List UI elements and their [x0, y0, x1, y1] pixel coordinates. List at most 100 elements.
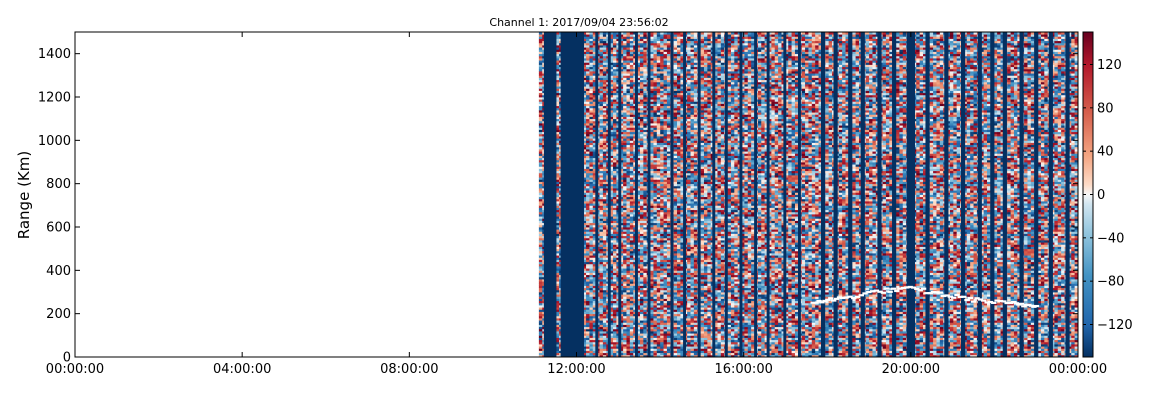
heatmap-cell: [599, 168, 604, 172]
heatmap-cell: [589, 42, 594, 46]
heatmap-cell: [602, 270, 607, 273]
heatmap-cell: [613, 235, 617, 239]
heatmap-cell: [599, 162, 604, 165]
heatmap-cell: [623, 133, 627, 137]
heatmap-cell: [589, 227, 594, 230]
heatmap-cell: [616, 114, 621, 117]
heatmap-cell: [623, 287, 627, 291]
heatmap-cell: [582, 283, 587, 286]
heatmap-cell: [555, 272, 560, 276]
heatmap-cell: [555, 142, 560, 146]
heatmap-cell: [619, 138, 624, 141]
heatmap-cell: [619, 123, 624, 126]
heatmap-cell: [592, 131, 597, 135]
heatmap-cell: [589, 99, 594, 102]
heatmap-cell: [650, 348, 654, 351]
heatmap-cell: [586, 105, 590, 109]
heatmap-cell: [599, 201, 604, 204]
heatmap-cell: [592, 120, 597, 124]
heatmap-cell: [555, 237, 560, 241]
heatmap-cell: [643, 103, 648, 107]
heatmap-cell: [626, 289, 631, 293]
heatmap-cell: [616, 263, 621, 267]
heatmap-cell: [616, 328, 621, 332]
heatmap-cell: [555, 42, 560, 46]
heatmap-cell: [582, 261, 587, 265]
heatmap-cell: [636, 190, 641, 193]
heatmap-cell: [643, 79, 648, 83]
heatmap-cell: [623, 172, 627, 176]
heatmap-cell: [586, 92, 590, 96]
heatmap-cell: [623, 300, 627, 304]
heatmap-cell: [623, 125, 627, 128]
heatmap-cell: [643, 214, 648, 217]
heatmap-cell: [629, 227, 634, 230]
heatmap-cell: [636, 331, 641, 334]
heatmap-cell: [616, 222, 621, 226]
heatmap-cell: [643, 60, 648, 63]
heatmap-cell: [599, 34, 604, 37]
heatmap-cell: [582, 164, 587, 167]
heatmap-cell: [643, 276, 648, 280]
heatmap-cell: [586, 42, 590, 46]
heatmap-cell: [589, 142, 594, 146]
heatmap-cell: [626, 116, 631, 120]
heatmap-cell: [538, 331, 543, 334]
heatmap-cell: [643, 326, 648, 330]
heatmap-cell: [613, 268, 617, 271]
heatmap-cell: [619, 49, 624, 52]
heatmap-cell: [602, 257, 607, 260]
heatmap-cell: [592, 34, 597, 37]
heatmap-cell: [555, 53, 560, 57]
heatmap-cell: [623, 105, 627, 109]
heatmap-cell: [619, 53, 624, 57]
heatmap-cell: [639, 281, 644, 284]
heatmap-cell: [623, 313, 627, 317]
heatmap-cell: [623, 255, 627, 258]
heatmap-cell: [623, 116, 627, 120]
heatmap-cell: [609, 350, 614, 354]
heatmap-cell: [629, 292, 634, 295]
heatmap-cell: [582, 73, 587, 76]
heatmap-cell: [602, 97, 607, 100]
heatmap-cell: [586, 281, 590, 284]
heatmap-cell: [592, 313, 597, 317]
heatmap-cell: [609, 192, 614, 195]
heatmap-cell: [616, 292, 621, 295]
heatmap-cell: [613, 313, 617, 317]
heatmap-cell: [586, 103, 590, 107]
heatmap-cell: [555, 250, 560, 254]
heatmap-cell: [629, 42, 634, 46]
heatmap-cell: [616, 281, 621, 284]
heatmap-cell: [623, 42, 627, 46]
heatmap-cell: [592, 138, 597, 141]
heatmap-cell: [619, 300, 624, 304]
heatmap-cell: [619, 110, 624, 113]
heatmap-cell: [639, 240, 644, 243]
heatmap-cell: [639, 328, 644, 332]
heatmap-cell: [623, 235, 627, 239]
heatmap-cell: [586, 32, 590, 35]
heatmap-cell: [616, 250, 621, 254]
heatmap-cell: [555, 185, 560, 189]
heatmap-cell: [626, 164, 631, 167]
heatmap-cell: [586, 58, 590, 61]
heatmap-cell: [623, 131, 627, 135]
heatmap-cell: [619, 261, 624, 265]
heatmap-cell: [599, 283, 604, 286]
heatmap-cell: [582, 266, 587, 269]
heatmap-cell: [586, 38, 590, 42]
heatmap-cell: [639, 185, 644, 189]
heatmap-cell: [629, 177, 634, 180]
heatmap-cell: [613, 348, 617, 351]
heatmap-cell: [613, 151, 617, 154]
heatmap-cell: [616, 157, 621, 161]
heatmap-cell: [629, 207, 634, 211]
heatmap-cell: [538, 129, 543, 133]
heatmap-cell: [592, 253, 597, 256]
heatmap-cell: [613, 261, 617, 265]
heatmap-cell: [626, 198, 631, 202]
heatmap-cell: [589, 302, 594, 306]
heatmap-cell: [609, 214, 614, 217]
heatmap-cell: [555, 346, 560, 349]
